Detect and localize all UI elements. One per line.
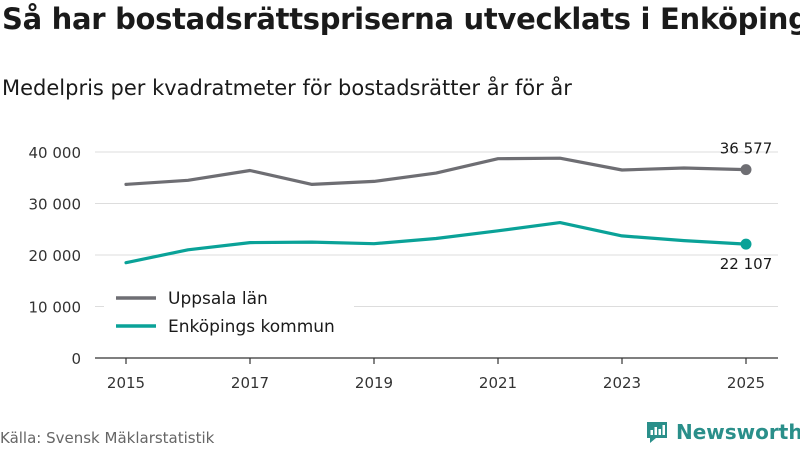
chart-subtitle: Medelpris per kvadratmeter för bostadsrä…: [2, 76, 572, 100]
series-line-uppsala: [124, 156, 748, 186]
x-tick-label: 2019: [355, 374, 393, 392]
x-tick-label: 2017: [231, 374, 269, 392]
y-tick-label: 0: [71, 350, 81, 368]
brand-logo: Newsworthy: [644, 419, 800, 445]
x-tick-label: 2025: [727, 374, 765, 392]
series-end-label: 22 107: [720, 255, 773, 273]
series-end-point: [740, 164, 752, 176]
y-tick-label: 10 000: [29, 299, 82, 317]
x-tick-label: 2015: [107, 374, 145, 392]
source-note: Källa: Svensk Mäklarstatistik: [0, 429, 215, 447]
x-tick-label: 2021: [479, 374, 517, 392]
y-tick-label: 40 000: [29, 144, 82, 162]
brand-name: Newsworthy: [676, 420, 800, 444]
series-line-enkoping: [124, 221, 748, 265]
y-tick-label: 20 000: [29, 247, 82, 265]
y-tick-label: 30 000: [29, 196, 82, 214]
chart-title: Så har bostadsrättspriserna utvecklats i…: [2, 2, 800, 36]
newsworthy-logo-icon: [647, 422, 667, 443]
legend-label: Uppsala län: [168, 289, 268, 309]
legend-background: [104, 284, 354, 344]
series-end-label: 36 577: [720, 140, 773, 158]
legend-label: Enköpings kommun: [168, 317, 335, 337]
series-end-point: [740, 238, 752, 250]
x-tick-label: 2023: [603, 374, 641, 392]
